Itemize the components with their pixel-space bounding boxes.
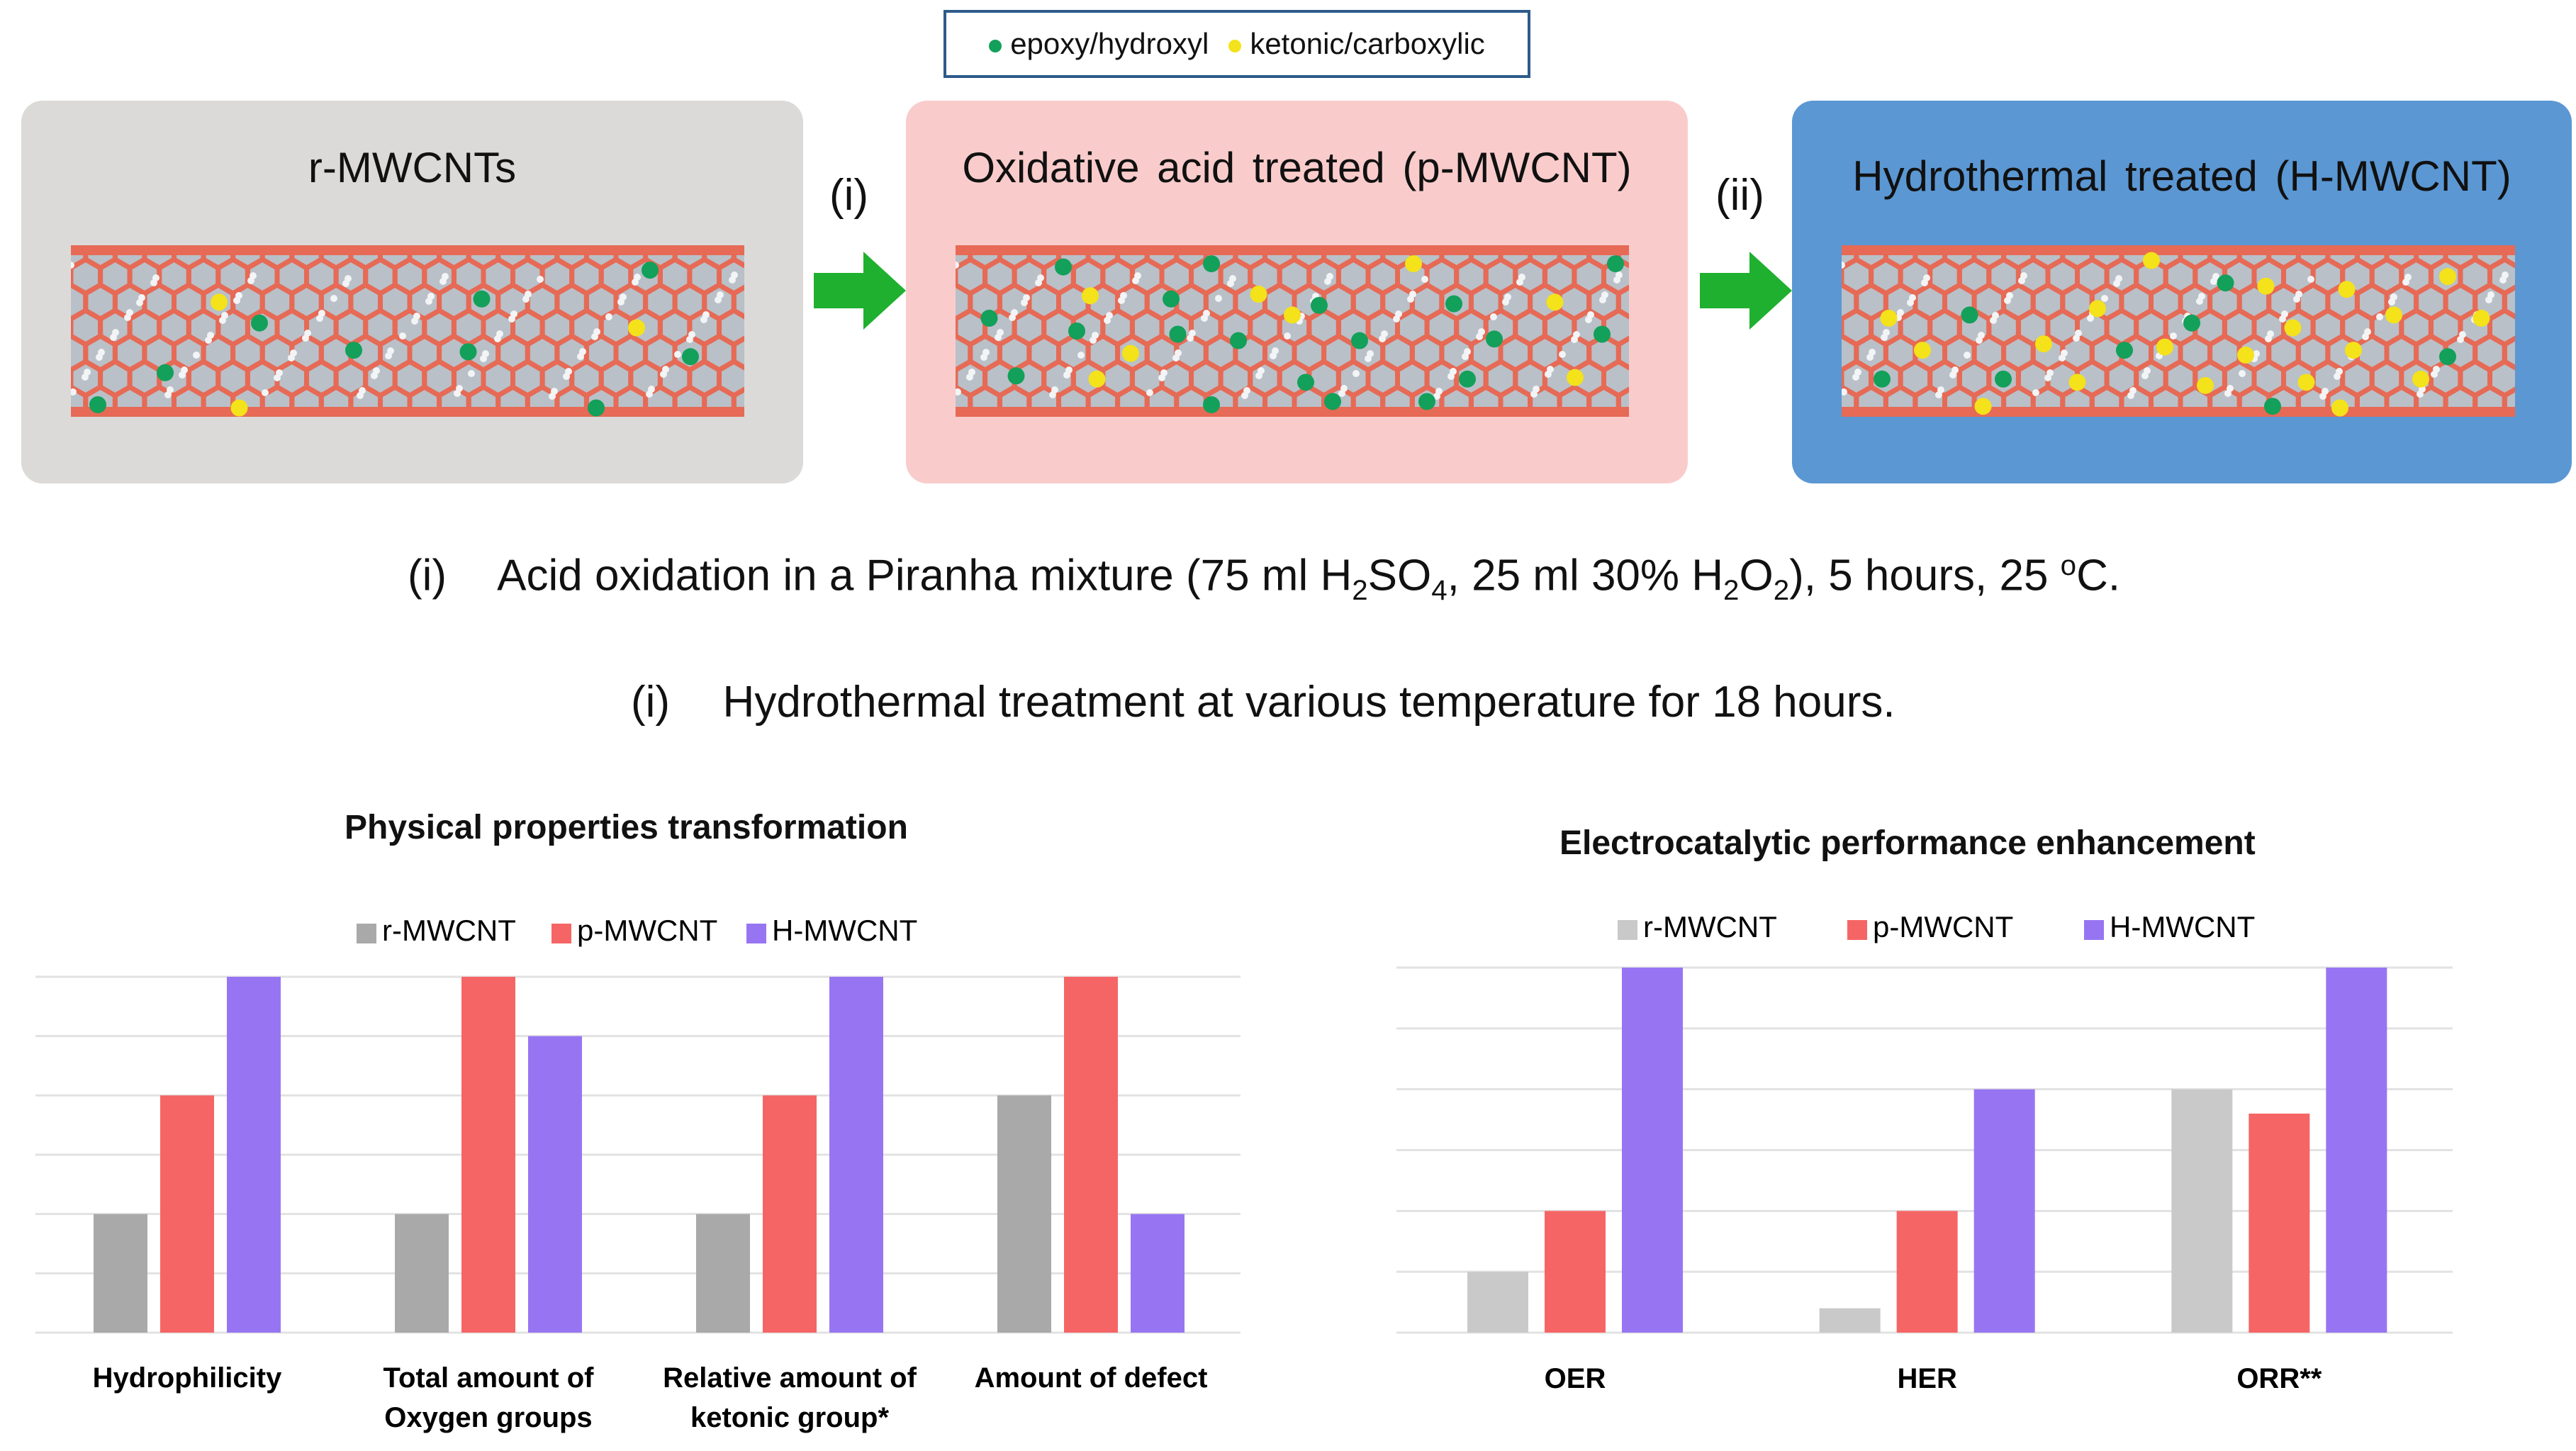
panel-h-title: Hydrothermal treated (H-MWCNT) — [1852, 152, 2511, 200]
note-sub: 2 — [1723, 574, 1740, 607]
note-step1-text-d: O — [1739, 551, 1774, 600]
note-step2-label: (i) — [631, 678, 671, 727]
note-step2: (i) Hydrothermal treatment at various te… — [631, 677, 1895, 727]
note-sub: 2 — [1773, 574, 1790, 607]
note-step1-text-e: ), 5 hours, 25 — [1789, 551, 2061, 600]
bar-r-mwcnt-2 — [696, 1214, 750, 1333]
nanotube-image-h — [1842, 245, 2515, 417]
category-label: ketonic group* — [690, 1402, 889, 1433]
green-dot-icon — [989, 39, 1002, 52]
bar-h-mwcnt-0 — [227, 977, 281, 1333]
nanotube-image-r — [71, 245, 744, 417]
legend-epoxy-label: epoxy/hydroxyl — [1010, 27, 1209, 60]
note-step1-label: (i) — [408, 551, 447, 600]
chart1-title: Physical properties transformation — [345, 809, 908, 846]
legend-label: H-MWCNT — [2110, 910, 2255, 943]
note-step1-text-c: , 25 ml 30% H — [1447, 551, 1724, 600]
legend-epoxy: epoxy/hydroxyl — [989, 27, 1209, 61]
legend-label: r-MWCNT — [382, 914, 516, 947]
legend-label: p-MWCNT — [1873, 910, 2013, 943]
panel-r-mwcnt: r-MWCNTs — [21, 101, 803, 483]
legend-swatch — [1618, 920, 1637, 940]
chart-electrocatalytic: r-MWCNT p-MWCNT H-MWCNT OER HER ORR** — [1396, 910, 2453, 1394]
category-label: OER — [1545, 1363, 1606, 1394]
note-step1: (i) Acid oxidation in a Piranha mixture … — [408, 549, 2120, 607]
green-arrow-icon — [814, 252, 906, 330]
bar-h-mwcnt-2 — [829, 977, 883, 1333]
legend-swatch — [746, 924, 766, 943]
note-sup: o — [2060, 549, 2077, 581]
panel-p-mwcnt: Oxidative acid treated (p-MWCNT) — [906, 101, 1688, 483]
dot-legend: epoxy/hydroxyl ketonic/carboxylic — [943, 10, 1530, 78]
bar-h-mwcnt-3 — [1131, 1214, 1185, 1333]
legend-label: r-MWCNT — [1643, 910, 1777, 943]
bar-h-mwcnt-1 — [528, 1036, 582, 1333]
bar-p-mwcnt-3 — [1064, 977, 1118, 1333]
bar-p-mwcnt-1 — [1896, 1211, 1958, 1333]
note-sub: 2 — [1352, 574, 1368, 607]
note-step1-text-b: SO — [1367, 551, 1432, 600]
category-label: ORR** — [2236, 1363, 2322, 1394]
bar-p-mwcnt-0 — [160, 1095, 214, 1333]
bar-r-mwcnt-0 — [1467, 1272, 1528, 1333]
note-step1-text-a: Acid oxidation in a Piranha mixture (75 … — [497, 551, 1353, 600]
legend-label: H-MWCNT — [772, 914, 917, 947]
bar-h-mwcnt-1 — [1973, 1089, 2035, 1333]
note-step1-text-f: C. — [2076, 551, 2121, 600]
bar-h-mwcnt-0 — [1622, 968, 1683, 1333]
bar-h-mwcnt-2 — [2326, 968, 2387, 1333]
legend-ketonic-label: ketonic/carboxylic — [1250, 27, 1485, 60]
legend-swatch — [1847, 920, 1867, 940]
category-label: Amount of defect — [975, 1362, 1208, 1394]
legend-swatch — [357, 924, 376, 943]
category-label: Total amount of — [383, 1362, 595, 1394]
bar-p-mwcnt-2 — [2249, 1114, 2310, 1333]
step-label-i: (i) — [829, 171, 869, 220]
bar-r-mwcnt-0 — [94, 1214, 147, 1333]
category-label: Hydrophilicity — [93, 1362, 282, 1394]
bar-r-mwcnt-1 — [395, 1214, 449, 1333]
panel-r-title: r-MWCNTs — [308, 144, 517, 191]
step-label-ii: (ii) — [1715, 171, 1764, 220]
green-arrow-icon — [1700, 252, 1792, 330]
panel-p-title: Oxidative acid treated (p-MWCNT) — [962, 144, 1632, 191]
category-label: Relative amount of — [663, 1362, 917, 1394]
category-label: Oxygen groups — [384, 1402, 592, 1433]
bar-p-mwcnt-0 — [1545, 1211, 1606, 1333]
yellow-dot-icon — [1228, 39, 1242, 52]
chart-physical-properties: r-MWCNT p-MWCNT H-MWCNT Hydrophilicity Total… — [35, 914, 1241, 1433]
bar-r-mwcnt-1 — [1819, 1308, 1881, 1333]
legend-swatch — [551, 924, 571, 943]
note-sub: 4 — [1431, 574, 1447, 607]
chart2-title: Electrocatalytic performance enhancement — [1559, 824, 2256, 862]
bar-p-mwcnt-2 — [763, 1095, 817, 1333]
bar-r-mwcnt-2 — [2171, 1089, 2233, 1333]
category-label: HER — [1897, 1363, 1957, 1394]
panel-h-mwcnt: Hydrothermal treated (H-MWCNT) — [1792, 101, 2572, 483]
legend-ketonic: ketonic/carboxylic — [1228, 27, 1485, 61]
note-step2-text: Hydrothermal treatment at various temper… — [722, 678, 1895, 727]
legend-label: p-MWCNT — [577, 914, 717, 947]
bar-p-mwcnt-1 — [461, 977, 515, 1333]
nanotube-image-p — [956, 245, 1629, 417]
bar-r-mwcnt-3 — [997, 1095, 1051, 1333]
legend-swatch — [2084, 920, 2104, 940]
